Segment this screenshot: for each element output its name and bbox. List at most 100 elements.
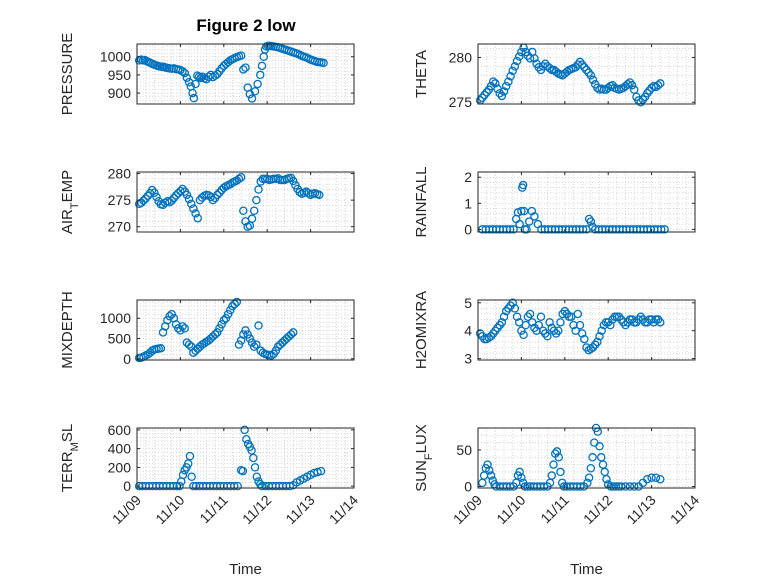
x-axis-label: Time: [229, 561, 262, 578]
y-axis-label-part: LUX: [413, 424, 430, 453]
data-point: [253, 79, 262, 89]
data-point: [152, 192, 161, 202]
data-point: [586, 217, 596, 226]
plot-area: [137, 44, 354, 104]
data-point: [483, 460, 492, 469]
data-point: [221, 313, 231, 323]
data-point: [541, 59, 550, 68]
x-tick-label: 11/14: [326, 492, 362, 528]
data-point: [226, 305, 235, 315]
axes-box: [136, 299, 355, 361]
y-tick-label: 1000: [100, 310, 131, 326]
data-point: [315, 190, 324, 200]
subplot-terrain-msl: 0 200 400 600 11/09 11/10 11/11 11/12 11/13 11/14…: [59, 422, 361, 578]
y-tick-label: 5: [464, 295, 472, 311]
data-point: [595, 442, 604, 451]
data-point: [491, 79, 500, 88]
series-h2o-mixing-ratio: [475, 298, 665, 355]
y-axis-label: RAINFALL: [413, 167, 430, 238]
y-axis-label: H2OMIXRA: [413, 291, 430, 369]
y-tick-label: 200: [108, 459, 132, 475]
figure-title: Figure 2 low: [196, 16, 296, 35]
y-tick-label: 50: [456, 442, 472, 458]
data-point: [497, 318, 507, 327]
y-axis-label-subscript: F: [423, 453, 435, 460]
x-tick-label: 11/09: [450, 492, 486, 528]
data-point: [247, 338, 257, 347]
data-point: [254, 321, 263, 330]
data-point: [267, 351, 276, 360]
data-point: [169, 481, 178, 491]
series-terrain-msl: [134, 425, 326, 491]
data-point: [656, 474, 665, 484]
y-tick-label: 500: [108, 331, 132, 347]
data-point: [217, 320, 226, 329]
data-point: [229, 481, 239, 491]
data-point: [215, 324, 224, 333]
data-point: [236, 173, 246, 182]
y-axis-label-subscript: M: [69, 442, 81, 451]
y-axis-label-part: H2OMIXRA: [413, 291, 430, 369]
data-point: [506, 71, 515, 81]
data-point: [534, 320, 544, 330]
plot-area: [478, 428, 695, 488]
y-axis-label: PRESSURE: [59, 33, 76, 116]
x-tick-label: 11/13: [623, 492, 659, 528]
data-point: [478, 93, 487, 102]
data-point: [252, 340, 261, 349]
data-point: [150, 188, 159, 197]
data-point: [559, 482, 569, 491]
subplot-sun-flux: 0 50 11/09 11/10 11/11 11/12 11/13 11/14 SUNFLUX…: [413, 423, 702, 578]
data-point: [638, 95, 648, 104]
data-point: [247, 94, 257, 103]
data-point: [176, 326, 185, 335]
data-point: [577, 60, 587, 69]
data-point: [623, 80, 632, 89]
subplot-pressure: 900 950 1000 PRESSURE: [59, 33, 355, 116]
data-point: [488, 77, 498, 86]
data-point: [184, 340, 194, 349]
data-point: [519, 330, 528, 340]
data-point: [193, 213, 203, 223]
data-point: [486, 471, 496, 480]
data-point: [505, 225, 515, 234]
data-point: [178, 184, 187, 194]
data-point: [241, 326, 250, 335]
data-point: [578, 225, 588, 234]
data-point: [525, 309, 535, 319]
data-point: [165, 198, 174, 207]
data-point: [249, 206, 259, 216]
axes-box: [136, 43, 355, 105]
data-point: [188, 88, 197, 98]
data-point: [660, 225, 669, 234]
y-axis-label-part: SUN: [413, 460, 430, 492]
data-point: [577, 329, 587, 338]
series-air-temp: [134, 173, 324, 231]
data-point: [543, 332, 552, 341]
y-axis-label-part: RAINFALL: [413, 167, 430, 238]
data-point: [480, 90, 489, 100]
data-point: [180, 68, 189, 78]
subplot-h2o-mixing-ratio: 3 4 5 H2OMIXRA: [413, 291, 696, 369]
data-point: [249, 342, 259, 351]
data-point: [213, 190, 222, 200]
data-point: [586, 463, 596, 473]
data-point: [182, 190, 192, 200]
data-point: [249, 453, 258, 463]
data-point: [288, 328, 298, 337]
data-point: [185, 451, 195, 461]
data-point: [187, 472, 196, 481]
data-point: [141, 194, 150, 203]
axes-box: [477, 299, 696, 361]
data-point: [627, 80, 637, 90]
y-tick-label: 2: [464, 169, 472, 185]
data-point: [584, 473, 594, 483]
y-tick-label: 275: [449, 94, 473, 110]
subplot-mixdepth: 0 500 1000 MIXDEPTH: [59, 291, 355, 369]
data-point: [495, 89, 504, 98]
data-point: [530, 212, 539, 221]
data-point: [256, 70, 265, 80]
data-point: [241, 63, 250, 72]
data-point: [482, 334, 491, 344]
